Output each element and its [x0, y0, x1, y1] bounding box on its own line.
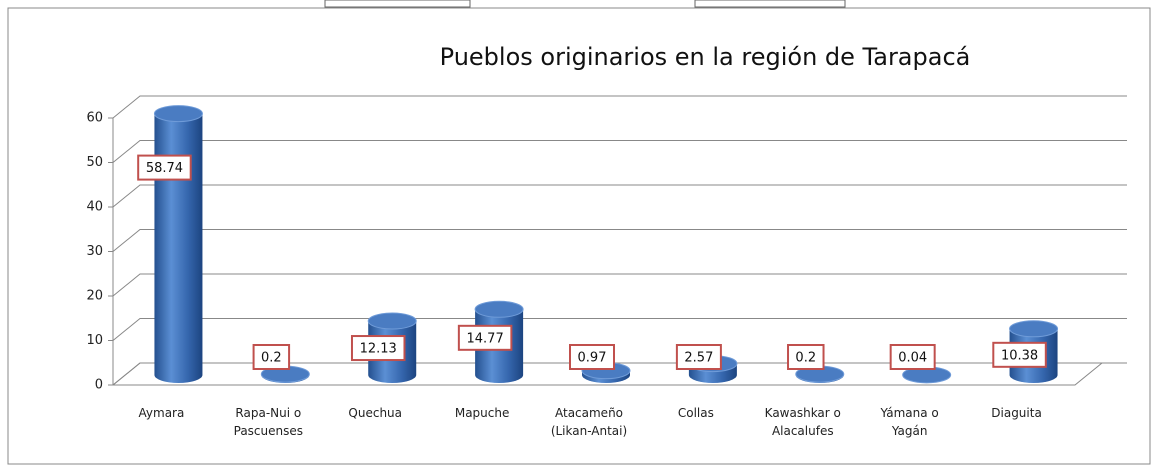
data-label-box: [457, 324, 513, 351]
x-tick-label: Atacameño (Likan-Antai): [550, 406, 628, 438]
x-tick-label: Diaguita: [991, 406, 1042, 420]
data-label: 0.2: [261, 351, 282, 366]
bar: [795, 365, 845, 383]
data-label: 58.74: [146, 161, 183, 176]
data-label: 0.97: [578, 351, 607, 366]
data-label-box: [889, 344, 936, 370]
bar-part: [153, 105, 203, 123]
bar-part: [474, 300, 524, 318]
data-label: 0.2: [795, 351, 816, 366]
data-label-box: [675, 344, 722, 370]
y-tick-label: 50: [86, 155, 103, 170]
bar-part: [367, 312, 417, 330]
data-label-box: [992, 341, 1047, 368]
bar-part: [1009, 320, 1059, 338]
data-label: 12.13: [360, 342, 397, 357]
decor: [694, 0, 846, 8]
data-label-box: [350, 335, 406, 362]
data-label: 14.77: [467, 331, 504, 346]
y-tick-label: 10: [86, 333, 103, 348]
grid-line: [112, 318, 1127, 341]
decor: [324, 0, 471, 8]
data-label: 0.04: [898, 351, 927, 366]
x-tick-label: Kawashkar o Alacalufes: [764, 406, 841, 438]
grid-line: [112, 140, 1127, 163]
data-label-box: [569, 344, 615, 370]
grid-line: [112, 229, 1127, 252]
y-tick-label: 30: [86, 244, 103, 259]
data-label: 2.57: [684, 351, 713, 366]
bar: [153, 105, 203, 384]
y-tick-label: 20: [86, 289, 103, 304]
chart-title: Pueblos originarios en la región de Tara…: [440, 43, 971, 71]
x-tick-label: Rapa-Nui o Pascuenses: [233, 406, 304, 438]
grid-line: [112, 95, 1127, 119]
x-tick-label: Mapuche: [454, 406, 510, 420]
x-tick-label: Quechua: [348, 406, 403, 420]
y-tick-label: 0: [95, 378, 103, 393]
bar-part: [154, 113, 203, 384]
grid-line: [112, 184, 1127, 208]
x-tick-label: Aymara: [138, 406, 185, 420]
y-tick-label: 60: [86, 111, 103, 126]
data-label: 10.38: [1001, 348, 1038, 363]
x-tick-label: Yámana o Yagán: [880, 406, 939, 438]
data-label-box: [137, 154, 192, 181]
bar: [902, 366, 952, 384]
grid-line: [112, 273, 1127, 297]
x-tick-label: Collas: [677, 406, 714, 420]
data-label-box: [787, 344, 825, 370]
data-label-box: [252, 344, 291, 370]
y-tick-label: 40: [86, 200, 103, 215]
